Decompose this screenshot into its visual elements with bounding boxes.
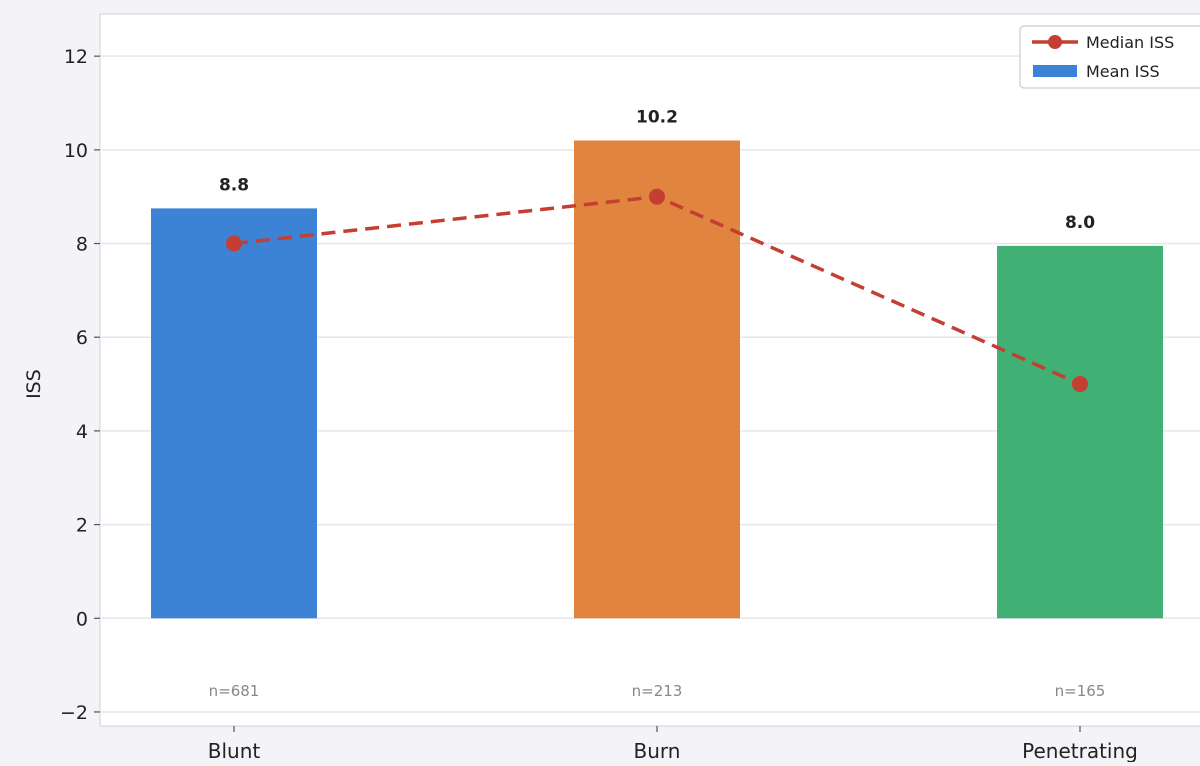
median-point	[226, 235, 242, 252]
sample-size-annotation: n=213	[632, 682, 683, 700]
y-tick-label: 10	[64, 140, 88, 162]
y-tick-label: 8	[76, 234, 88, 256]
sample-size-annotation: n=165	[1055, 682, 1106, 700]
median-point	[649, 188, 665, 205]
bar-burn	[574, 140, 740, 619]
sample-size-annotation: n=681	[209, 682, 260, 700]
y-tick-label: 2	[76, 515, 88, 537]
y-tick-label: 4	[76, 421, 88, 443]
y-tick-label: −2	[60, 702, 88, 724]
y-tick-label: 0	[76, 608, 88, 630]
y-tick-label: 12	[64, 46, 88, 68]
legend-label-median: Median ISS	[1086, 33, 1174, 52]
bar-value-label: 8.8	[219, 175, 249, 195]
bar-blunt	[151, 208, 317, 619]
y-axis-label: ISS	[23, 369, 45, 399]
legend-label-mean: Mean ISS	[1086, 62, 1160, 81]
legend-swatch-mean	[1033, 65, 1077, 77]
legend-marker-median	[1048, 35, 1062, 49]
x-tick-label: Blunt	[208, 739, 261, 762]
x-tick-label: Penetrating	[1022, 739, 1138, 762]
bar-penetrating	[997, 245, 1163, 619]
bar-value-label: 8.0	[1065, 213, 1095, 233]
median-point	[1072, 376, 1088, 393]
x-tick-label: Burn	[634, 739, 681, 762]
y-tick-label: 6	[76, 327, 88, 349]
bar-value-label: 10.2	[636, 107, 678, 127]
